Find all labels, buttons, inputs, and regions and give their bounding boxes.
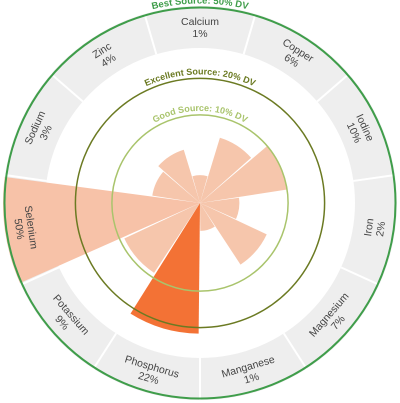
category-value-label: 2% — [374, 221, 388, 238]
category-value-label: 1% — [192, 28, 207, 40]
threshold-ring-10 — [111, 114, 289, 292]
band-divider — [353, 173, 396, 182]
category-value-label: 22% — [137, 370, 161, 387]
band-divider — [92, 332, 118, 370]
band-divider — [20, 266, 60, 286]
bar-phosphorus — [130, 203, 200, 334]
bar-zinc — [158, 149, 200, 203]
bar-potassium — [124, 203, 200, 273]
bar-copper — [200, 137, 252, 203]
band-divider — [282, 332, 308, 370]
threshold-ring-20 — [74, 77, 326, 329]
bar-layer — [2, 137, 288, 334]
band-divider — [242, 13, 257, 55]
category-band — [2, 5, 398, 401]
bar-manganese — [200, 203, 215, 231]
band-divider — [143, 13, 158, 55]
bar-sodium — [152, 171, 200, 203]
band-divider — [340, 266, 380, 286]
band-divider — [4, 173, 47, 182]
threshold-ring-50 — [3, 6, 397, 400]
band-divider — [50, 73, 84, 103]
band-divider — [316, 73, 350, 103]
bar-selenium — [2, 177, 200, 283]
bar-calcium — [192, 175, 208, 203]
bar-magnesium — [200, 203, 267, 265]
category-value-label: 3% — [38, 123, 55, 142]
bar-iodine — [200, 146, 288, 203]
category-value-label: 1% — [243, 371, 261, 387]
category-name: Calcium — [181, 16, 219, 28]
category-value-label: 50% — [11, 218, 26, 241]
bar-iron — [200, 197, 240, 219]
category-name: Iron — [362, 217, 376, 237]
